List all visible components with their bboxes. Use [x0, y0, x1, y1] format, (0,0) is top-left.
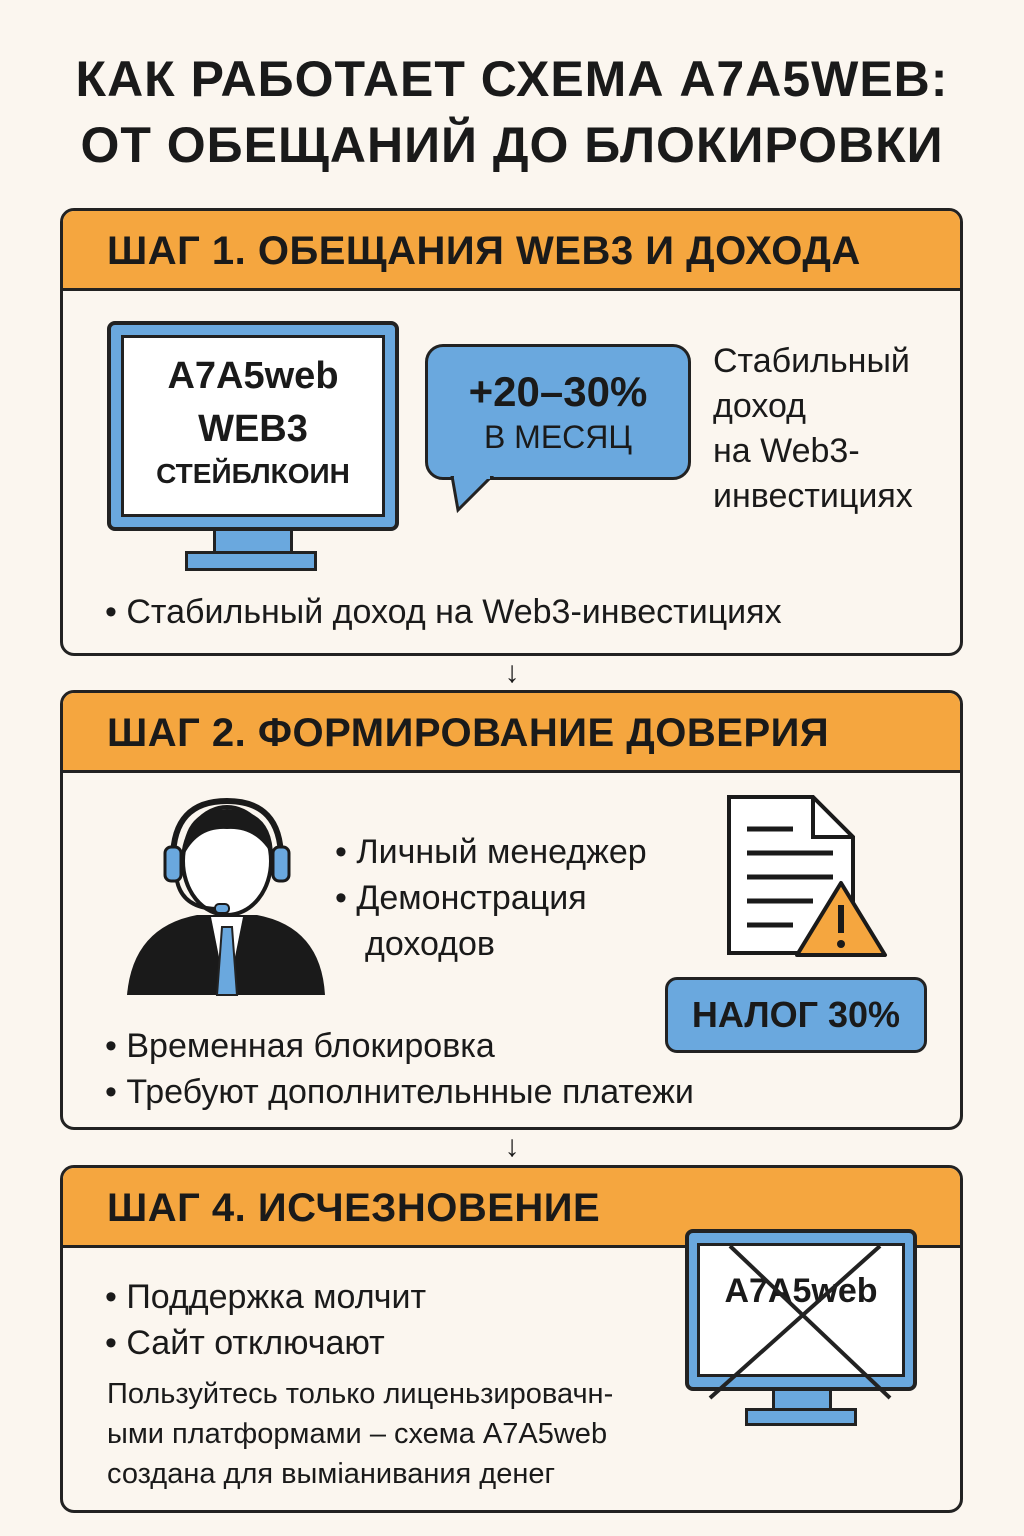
arrow-down-icon: ↓	[504, 656, 520, 689]
page-title: КАК РАБОТАЕТ СХЕМА A7A5WEB: ОТ ОБЕЩАНИЙ …	[0, 46, 1024, 178]
tax-badge: НАЛОГ 30%	[665, 977, 927, 1053]
bullet: Требуют дополнительнные платежи	[105, 1069, 693, 1115]
arrow-down-icon: ↓	[504, 1130, 520, 1163]
monitor-base	[185, 551, 317, 571]
monitor-stablecoin: СТЕЙБЛКОИН	[156, 458, 350, 489]
step1-header: ШАГ 1. ОБЕЩАНИЯ WEB3 И ДОХОДА	[63, 211, 960, 291]
step4-bullets: Поддержка молчит Сайт отключают	[105, 1274, 426, 1366]
warning-line: Пользуйтесь только лиценьзировачн-	[107, 1378, 614, 1410]
bullet: Поддержка молчит	[105, 1274, 426, 1320]
income-period: В МЕСЯЦ	[483, 419, 633, 455]
bullet: Временная блокировка	[105, 1023, 694, 1069]
side-text-line: инвестициях	[713, 477, 913, 515]
bullet: Стабильный доход на Web3-инвестициях	[105, 589, 781, 635]
document-warning-icon	[727, 795, 887, 957]
side-text: Стабильный доход на Web3- инвестициях	[713, 339, 913, 519]
monitor-web3: WEB3	[198, 408, 308, 450]
income-bubble: +20–30% В МЕСЯЦ	[425, 344, 691, 480]
title-line: КАК РАБОТАЕТ СХЕМА A7A5WEB:	[75, 51, 949, 107]
bullet: Сайт отключают	[105, 1320, 426, 1366]
bullet: Личный менеджер	[335, 829, 685, 875]
monitor-brand: A7A5web	[167, 355, 339, 397]
step4-card: ШАГ 4. ИСЧЕЗНОВЕНИЕ Поддержка молчит Сай…	[60, 1165, 963, 1513]
step2-header: ШАГ 2. ФОРМИРОВАНИЕ ДОВЕРИЯ	[63, 693, 960, 773]
side-text-line: на Web3-	[713, 432, 860, 470]
monitor-icon: A7A5web WEB3 СТЕЙБЛКОИН	[107, 321, 399, 531]
manager-headset-icon	[127, 797, 325, 997]
side-text-line: доход	[713, 387, 806, 425]
step2-bullets: Временная блокировка Требуют дополнитель…	[105, 1023, 694, 1115]
side-text-line: Стабильный	[713, 342, 910, 380]
warning-text: Пользуйтесь только лиценьзировачн- ыми п…	[107, 1374, 613, 1494]
blocked-site-name: A7A5web	[697, 1243, 905, 1377]
title-line: ОТ ОБЕЩАНИЙ ДО БЛОКИРОВКИ	[80, 117, 944, 173]
step2-card: ШАГ 2. ФОРМИРОВАНИЕ ДОВЕРИЯ Личный менед…	[60, 690, 963, 1130]
step1-card: ШАГ 1. ОБЕЩАНИЯ WEB3 И ДОХОДА A7A5web WE…	[60, 208, 963, 656]
income-value: +20–30%	[468, 368, 648, 415]
cross-icon	[708, 1244, 892, 1400]
bullet: Демонстрация доходов	[335, 875, 685, 967]
bubble-tail	[450, 476, 495, 514]
warning-line: ыми платформами – схема A7A5web	[107, 1418, 608, 1450]
monitor-base	[745, 1408, 857, 1426]
warning-line: создана для выміанивания денег	[107, 1458, 556, 1490]
manager-bullets: Личный менеджер Демонстрация доходов	[335, 829, 685, 967]
